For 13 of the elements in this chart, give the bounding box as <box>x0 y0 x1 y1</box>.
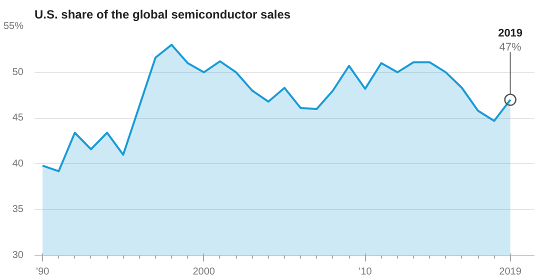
y-tick-label: 30 <box>12 250 24 261</box>
y-tick-label: 55% <box>3 21 24 32</box>
x-tick-label: ’90 <box>36 266 50 278</box>
chart-title: U.S. share of the global semiconductor sales <box>34 8 291 22</box>
x-tick-label: ’10 <box>358 266 372 278</box>
x-tick-label: 2000 <box>192 266 216 278</box>
y-tick-label: 45 <box>12 112 24 124</box>
x-tick-label: 2019 <box>499 266 522 278</box>
y-tick-label: 35 <box>12 204 24 216</box>
annotation: 47% <box>499 42 522 54</box>
y-tick-label: 50 <box>12 66 24 78</box>
annotation: 2019 <box>498 28 523 40</box>
y-tick-label: 40 <box>12 158 24 170</box>
